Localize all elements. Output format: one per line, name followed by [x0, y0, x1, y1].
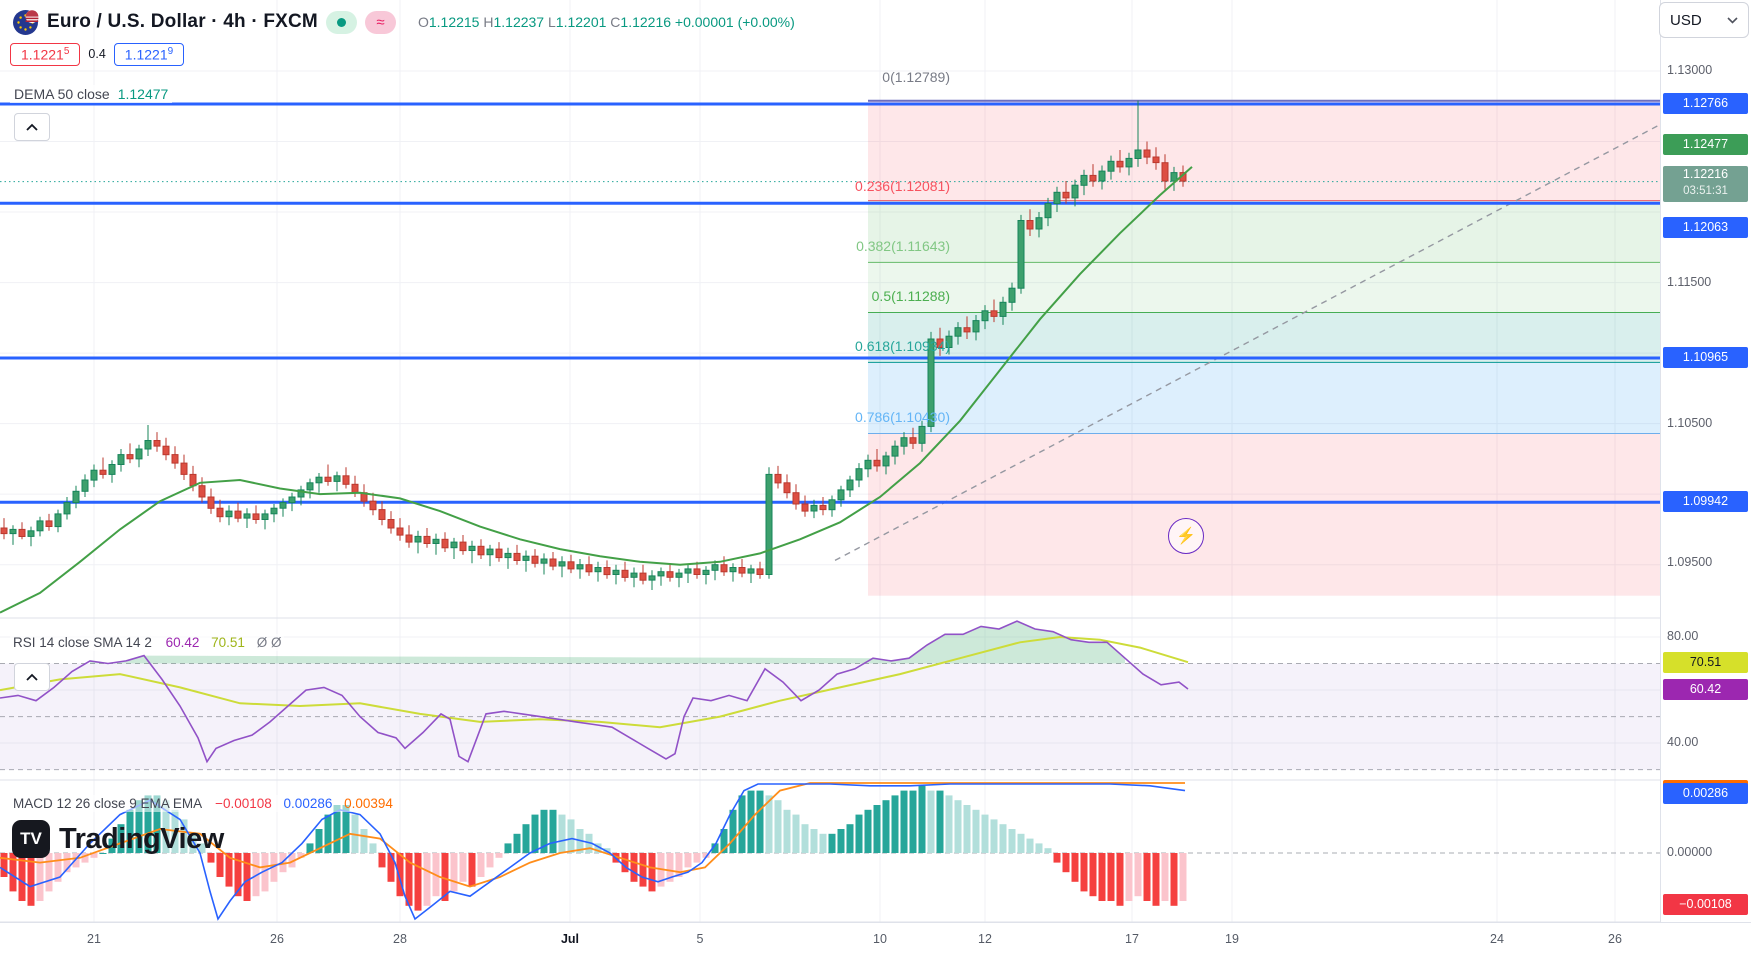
chevron-up-icon [26, 123, 38, 131]
macd-line-value: 0.00286 [283, 796, 333, 811]
sell-button[interactable]: 1.12215 [10, 43, 81, 66]
chevron-down-icon [1727, 16, 1738, 24]
time-axis-label: 5 [696, 932, 704, 946]
time-axis-label: Jul [560, 932, 580, 946]
buy-button[interactable]: 1.12219 [113, 43, 185, 66]
bid-ask-row: 1.12215 0.4 1.12219 [10, 43, 185, 66]
time-axis[interactable]: 21 26 28 Jul 5 10 12 17 19 24 26 [0, 922, 1751, 955]
scale-price-box: 70.51 [1663, 652, 1748, 673]
scale-price-box: 1.10965 [1663, 347, 1748, 368]
macd-indicator-legend[interactable]: MACD 12 26 close 9 EMA EMA −0.00108 0.00… [10, 795, 396, 812]
chevron-up-icon [26, 673, 38, 681]
delayed-data-icon[interactable]: ≈ [364, 10, 396, 34]
dema-indicator-legend[interactable]: DEMA 50 close 1.12477 [10, 85, 173, 103]
time-axis-label: 28 [393, 932, 407, 946]
ohlc-values: O1.12215 H1.12237 L1.12201 C1.12216 +0.0… [417, 14, 795, 30]
scale-tick-label: 1.09500 [1667, 555, 1713, 569]
scale-tick-label: 80.00 [1667, 629, 1699, 643]
price-scale[interactable]: USD 1.13000 1.12766 1.12477 1.12216 03:51:31… [1659, 0, 1751, 955]
time-axis-label: 10 [873, 932, 887, 946]
currency-dropdown[interactable]: USD [1659, 2, 1749, 38]
scale-tick-label: 1.13000 [1667, 63, 1713, 77]
macd-signal-value: 0.00394 [344, 796, 393, 811]
spread-value: 0.4 [88, 47, 106, 62]
fib-level-label: 0.5(1.11288) [871, 288, 950, 304]
rsi-indicator-legend[interactable]: RSI 14 close SMA 14 2 60.42 70.51 Ø Ø [10, 634, 285, 651]
collapse-rsi-pane-button[interactable] [14, 663, 50, 691]
scale-price-box: 1.09942 [1663, 491, 1748, 512]
macd-hist-value: −0.00108 [215, 796, 272, 811]
scale-price-box: 1.12477 [1663, 134, 1748, 155]
time-axis-label: 24 [1490, 932, 1504, 946]
fib-level-label: 0.382(1.11643) [856, 238, 950, 254]
scale-tick-label: 0.00000 [1667, 845, 1713, 859]
scale-price-box: 1.12216 03:51:31 [1663, 166, 1748, 202]
time-axis-label: 26 [270, 932, 284, 946]
market-status-icon[interactable] [325, 10, 357, 34]
scale-tick-label: 1.10500 [1667, 416, 1713, 430]
scale-price-box: 60.42 [1663, 679, 1748, 700]
scale-tick-label: 1.11500 [1667, 275, 1712, 289]
symbol-header: Euro / U.S. Dollar · 4h · FXCM ≈ O1.1221… [12, 8, 795, 36]
tradingview-logo-icon: TV [12, 820, 50, 858]
scale-price-box: 1.12766 [1663, 93, 1748, 114]
time-axis-label: 21 [87, 932, 101, 946]
time-axis-label: 17 [1125, 932, 1139, 946]
time-axis-label: 26 [1608, 932, 1622, 946]
time-axis-label: 12 [978, 932, 992, 946]
tradingview-watermark[interactable]: TV TradingView [12, 820, 224, 858]
scale-price-box: −0.00108 [1663, 894, 1748, 915]
scale-price-box: 0.00286 [1663, 783, 1748, 804]
fib-level-label: 0.236(1.12081) [855, 178, 950, 194]
time-axis-label: 19 [1225, 932, 1239, 946]
rsi-sma-value: 70.51 [211, 635, 245, 650]
scale-price-box: 1.12063 [1663, 217, 1748, 238]
fib-level-label: 0.786(1.10430) [855, 409, 950, 425]
fib-level-label: 0.618(1.10934) [855, 338, 950, 354]
collapse-pane-button[interactable] [14, 113, 50, 141]
fib-level-label: 0(1.12789) [882, 69, 950, 85]
symbol-title[interactable]: Euro / U.S. Dollar · 4h · FXCM [47, 11, 318, 32]
scale-tick-label: 40.00 [1667, 735, 1699, 749]
symbol-flag-icon [12, 9, 39, 36]
rsi-value: 60.42 [165, 635, 200, 650]
lightning-bolt-icon[interactable]: ⚡ [1168, 518, 1204, 554]
